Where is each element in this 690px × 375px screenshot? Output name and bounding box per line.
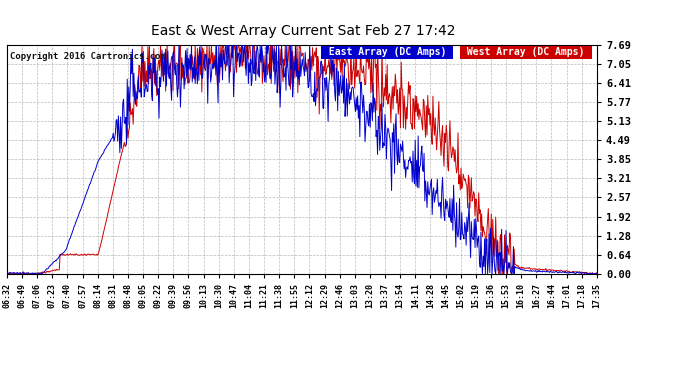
Text: East Array (DC Amps): East Array (DC Amps) [322, 47, 452, 57]
Text: Copyright 2016 Cartronics.com: Copyright 2016 Cartronics.com [10, 52, 166, 61]
Text: West Array (DC Amps): West Array (DC Amps) [461, 47, 591, 57]
Text: East & West Array Current Sat Feb 27 17:42: East & West Array Current Sat Feb 27 17:… [151, 24, 456, 38]
